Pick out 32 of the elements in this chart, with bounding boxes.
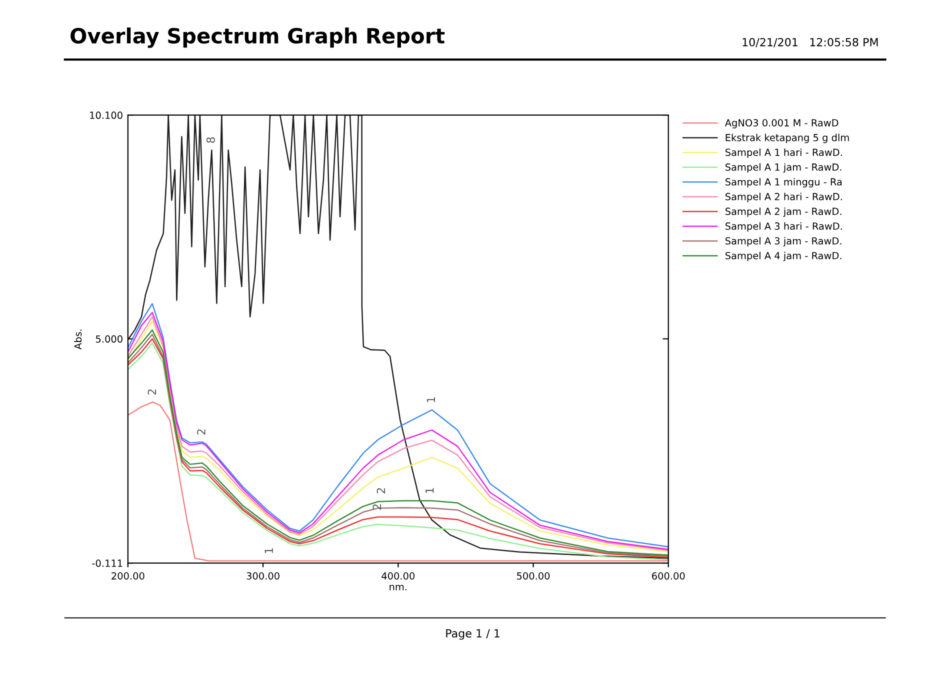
text: Page 1 / 1 [446, 629, 500, 640]
annotation: 1 [426, 488, 434, 493]
legend-label: Sampel A 4 jam - RawD. [726, 252, 842, 262]
x-tick-label: 600.00 [652, 572, 685, 580]
text: 10/21/201 12:05:58 PM [742, 38, 878, 48]
x-tick-label: 200.00 [112, 572, 144, 580]
legend-label: Sampel A 1 jam - RawD. [726, 163, 842, 173]
legend-label: Sampel A 1 hari - RawD. [726, 148, 842, 158]
y-tick-label: -0.111 [92, 560, 122, 567]
y-tick-label: 5.000 [96, 335, 122, 343]
legend-label: Ekstrak ketapang 5 g dlm [726, 134, 849, 144]
legend-label: Sampel A 1 minggu - Ra [726, 178, 842, 188]
legend-label: Sampel A 3 jam - RawD. [726, 237, 842, 246]
annotation: 8 [206, 137, 215, 143]
chart-title: Overlay Spectrum Graph Report [70, 28, 445, 48]
annotation: 2 [376, 488, 385, 494]
annotation: 2 [148, 389, 156, 395]
legend-label: Sampel A 3 hari - RawD. [726, 222, 842, 232]
x-tick-label: 300.00 [246, 572, 280, 580]
y-tick-label: 10.100 [90, 112, 122, 119]
legend-label: Sampel A 2 jam - RawD. [726, 208, 842, 217]
annotation: 1 [426, 397, 435, 402]
legend-label: Sampel A 2 hari - RawD. [726, 192, 842, 202]
annotation: 2 [372, 504, 381, 510]
annotation: 2 [197, 429, 206, 435]
y-axis-title: Abs. [74, 330, 82, 350]
line-series [128, 401, 668, 562]
x-tick-label: 500.00 [517, 572, 550, 580]
x-axis-title: nm. [390, 584, 406, 590]
annotation: 1 [264, 548, 273, 554]
legend-label: AgNO3 0.001 M - RawD [724, 119, 838, 128]
x-tick-label: 400.00 [382, 572, 415, 580]
